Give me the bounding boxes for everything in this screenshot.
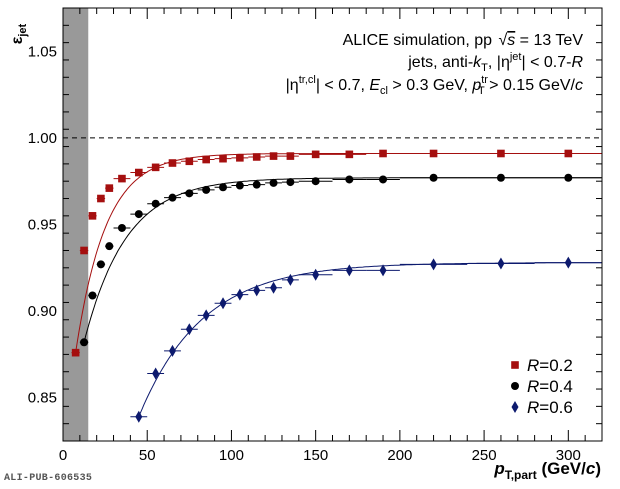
plot-frame: [62, 7, 603, 442]
shaded-exclusion-region: [63, 8, 89, 441]
y-tick-label: 0.85: [28, 390, 57, 407]
data-point: [168, 193, 177, 202]
fit-curve-1: [75, 153, 602, 353]
data-point: [379, 175, 388, 184]
data-point: [497, 257, 505, 270]
data-point: [80, 338, 89, 347]
data-point: [564, 149, 573, 158]
data-point: [429, 173, 438, 182]
annotation-line-3: |ηtr,cl| < 0.7, Ecl > 0.3 GeV, ptr T > 0.…: [286, 74, 583, 97]
data-point: [219, 154, 227, 163]
data-point: [185, 157, 194, 166]
data-point: [252, 153, 261, 161]
data-point: [219, 183, 228, 192]
data-point: [269, 178, 278, 187]
data-point: [236, 288, 244, 301]
data-point: [135, 410, 143, 423]
legend-marker-3: [511, 401, 519, 413]
data-point: [236, 154, 244, 162]
data-point: [379, 264, 387, 277]
data-point: [202, 309, 210, 322]
y-tick-label: 0.95: [28, 217, 57, 234]
y-tick-label: 0.90: [28, 303, 57, 320]
data-point: [286, 273, 294, 286]
data-point: [88, 212, 97, 220]
data-point: [345, 150, 354, 159]
data-point: [270, 281, 278, 294]
series-r02: [71, 149, 602, 357]
data-point: [430, 258, 438, 271]
series-r06: [130, 256, 602, 423]
data-markers: [71, 149, 602, 423]
data-point: [564, 173, 573, 182]
data-point: [429, 149, 438, 158]
data-point: [152, 367, 160, 380]
legend-label-2: R=0.4: [527, 377, 573, 396]
data-point: [105, 242, 114, 251]
data-point: [286, 178, 295, 187]
data-point: [252, 180, 261, 189]
data-point: [96, 260, 105, 269]
y-tick-label: 1.05: [28, 43, 57, 60]
data-point: [564, 256, 572, 269]
data-point: [185, 323, 193, 336]
legend-label-1: R=0.2: [527, 356, 573, 375]
data-point: [219, 297, 227, 310]
x-tick-label: 200: [387, 447, 412, 464]
annotation-line-2: jets, anti-kT, |ηjet| < 0.7-R: [407, 51, 583, 74]
x-tick-label: 50: [139, 447, 156, 464]
x-tick-label: 250: [472, 447, 497, 464]
axes: 0 50 100 150 200 250 300 0.85 0.90 0.95 1.00 1.05: [28, 7, 603, 464]
data-point: [311, 177, 320, 186]
y-axis-title: εjet: [9, 23, 29, 44]
data-point: [134, 168, 143, 177]
data-point: [151, 199, 160, 208]
legend: R=0.2 R=0.4 R=0.6: [511, 356, 573, 417]
data-point: [345, 264, 353, 277]
data-point: [379, 149, 387, 158]
series-r04: [79, 173, 602, 347]
fit-curve-2: [83, 177, 602, 343]
legend-marker-2: [511, 382, 519, 390]
x-tick-label: 0: [59, 447, 67, 464]
data-point: [151, 163, 160, 172]
data-point: [105, 184, 114, 192]
data-point: [345, 175, 354, 184]
data-point: [117, 223, 126, 232]
annotation-line-1: ALICE simulation, pp √s = 13 TeV: [343, 32, 584, 49]
data-point: [80, 246, 88, 255]
data-point: [97, 194, 105, 203]
x-axis-title: pT,part (GeV/c): [493, 459, 601, 482]
data-point: [311, 150, 320, 159]
x-tick-label: 150: [303, 447, 328, 464]
data-point: [202, 155, 210, 164]
data-point: [168, 344, 176, 357]
x-tick-label: 300: [556, 447, 581, 464]
data-point: [185, 189, 194, 198]
legend-label-3: R=0.6: [527, 398, 573, 417]
data-point: [235, 181, 244, 190]
data-point: [286, 152, 295, 160]
figure-tag: ALI-PUB-606535: [4, 473, 93, 484]
data-point: [168, 159, 177, 167]
data-point: [496, 173, 505, 182]
data-point: [71, 348, 80, 357]
data-point: [202, 185, 211, 194]
data-point: [269, 152, 278, 160]
data-point: [253, 284, 261, 297]
data-point: [497, 149, 505, 158]
data-point: [88, 291, 97, 300]
legend-marker-1: [511, 361, 519, 369]
y-tick-label: 1.00: [28, 130, 57, 147]
data-point: [134, 210, 143, 219]
x-tick-label: 100: [219, 447, 244, 464]
data-point: [312, 268, 320, 281]
data-point: [118, 174, 126, 183]
